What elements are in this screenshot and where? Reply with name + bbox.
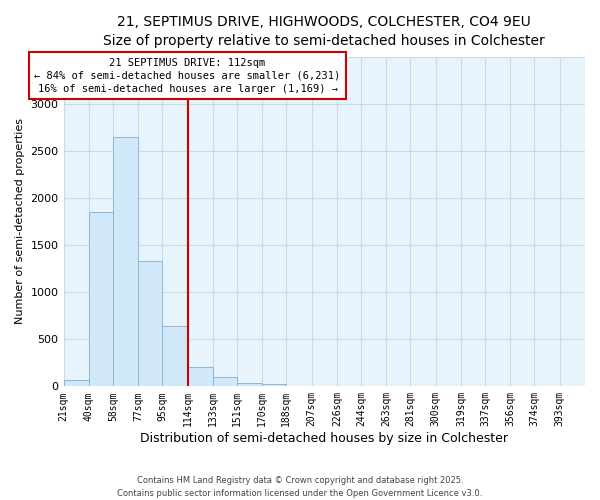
Bar	[64, 380, 89, 386]
Bar	[113, 136, 138, 386]
Title: 21, SEPTIMUS DRIVE, HIGHWOODS, COLCHESTER, CO4 9EU
Size of property relative to : 21, SEPTIMUS DRIVE, HIGHWOODS, COLCHESTE…	[103, 15, 545, 48]
Bar	[262, 384, 286, 386]
X-axis label: Distribution of semi-detached houses by size in Colchester: Distribution of semi-detached houses by …	[140, 432, 508, 445]
Bar	[188, 368, 213, 386]
Bar	[237, 382, 262, 386]
Y-axis label: Number of semi-detached properties: Number of semi-detached properties	[15, 118, 25, 324]
Text: 21 SEPTIMUS DRIVE: 112sqm
← 84% of semi-detached houses are smaller (6,231)
16% : 21 SEPTIMUS DRIVE: 112sqm ← 84% of semi-…	[34, 58, 341, 94]
Bar	[213, 377, 237, 386]
Bar	[162, 326, 188, 386]
Bar	[138, 261, 162, 386]
Bar	[89, 212, 113, 386]
Text: Contains HM Land Registry data © Crown copyright and database right 2025.
Contai: Contains HM Land Registry data © Crown c…	[118, 476, 482, 498]
